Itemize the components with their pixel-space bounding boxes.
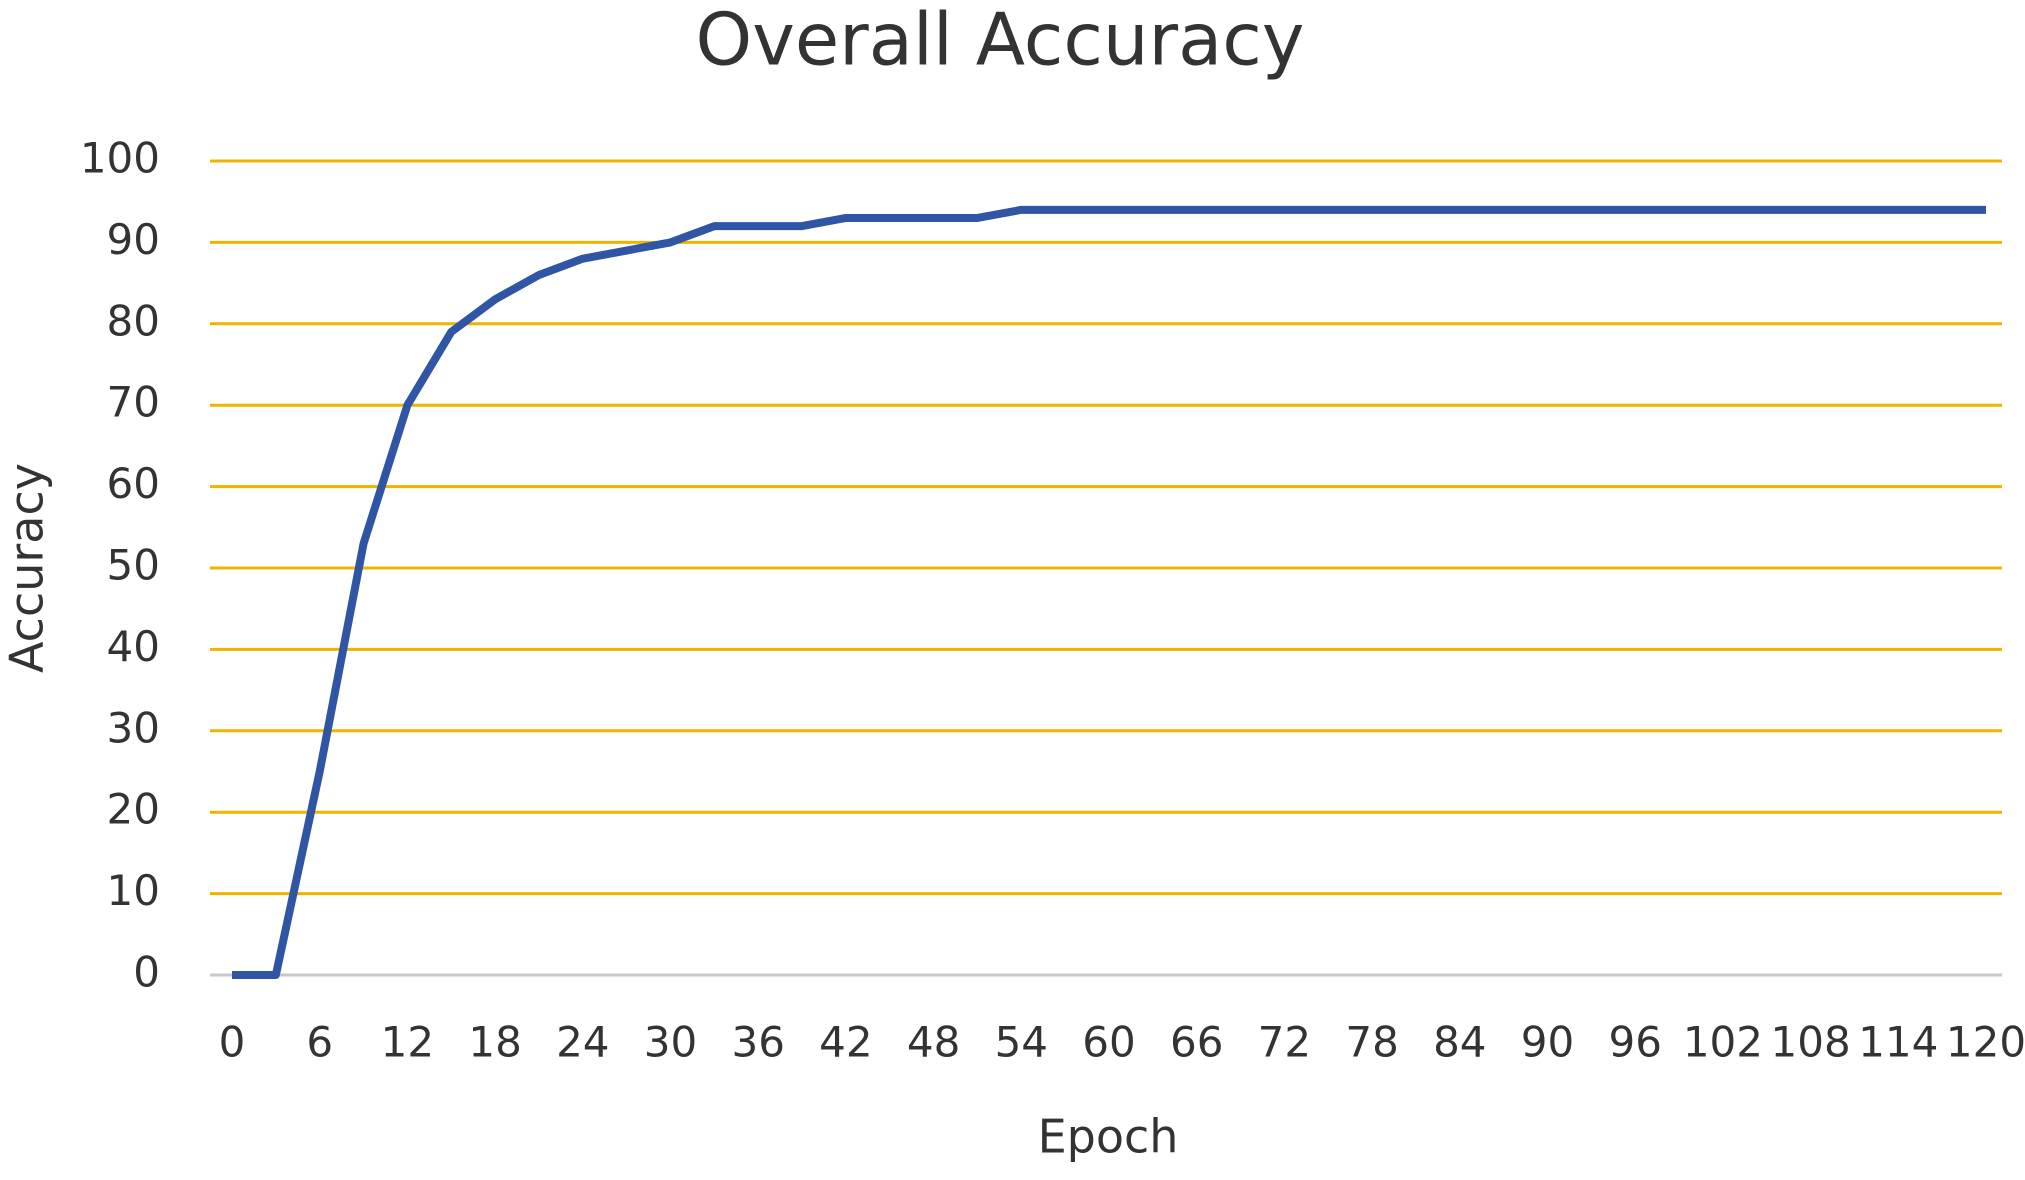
x-tick-label: 0	[219, 1018, 246, 1067]
x-tick-label: 102	[1683, 1018, 1763, 1067]
x-tick-label: 54	[995, 1018, 1048, 1067]
x-tick-label: 90	[1521, 1018, 1574, 1067]
x-tick-label: 84	[1433, 1018, 1486, 1067]
x-tick-label: 60	[1082, 1018, 1135, 1067]
x-tick-label: 114	[1858, 1018, 1938, 1067]
y-tick-label: 70	[107, 378, 160, 427]
x-tick-label: 48	[907, 1018, 960, 1067]
x-tick-label: 18	[468, 1018, 521, 1067]
y-tick-label: 40	[107, 622, 160, 671]
y-tick-label: 60	[107, 459, 160, 508]
x-tick-label: 120	[1946, 1018, 2025, 1067]
x-tick-label: 30	[644, 1018, 697, 1067]
y-tick-label: 80	[107, 296, 160, 345]
y-tick-label: 20	[107, 785, 160, 834]
y-tick-label: 50	[107, 541, 160, 590]
x-tick-label: 42	[819, 1018, 872, 1067]
x-axis-title: Epoch	[1038, 1110, 1179, 1164]
x-tick-label: 108	[1771, 1018, 1851, 1067]
x-tick-label: 78	[1345, 1018, 1398, 1067]
data-line	[232, 205, 1986, 979]
chart-title: Overall Accuracy	[696, 0, 1305, 82]
x-tick-label: 6	[306, 1018, 333, 1067]
x-tick-label: 36	[731, 1018, 784, 1067]
y-axis-title: Accuracy	[0, 463, 54, 673]
x-tick-label: 96	[1608, 1018, 1661, 1067]
x-tick-label: 72	[1258, 1018, 1311, 1067]
y-tick-label: 30	[107, 703, 160, 752]
x-tick-label: 12	[381, 1018, 434, 1067]
y-tick-label: 100	[80, 134, 160, 183]
x-tick-label: 24	[556, 1018, 609, 1067]
y-tick-label: 0	[133, 948, 160, 997]
x-tick-label: 66	[1170, 1018, 1223, 1067]
y-tick-label: 10	[107, 866, 160, 915]
y-tick-label: 90	[107, 215, 160, 264]
